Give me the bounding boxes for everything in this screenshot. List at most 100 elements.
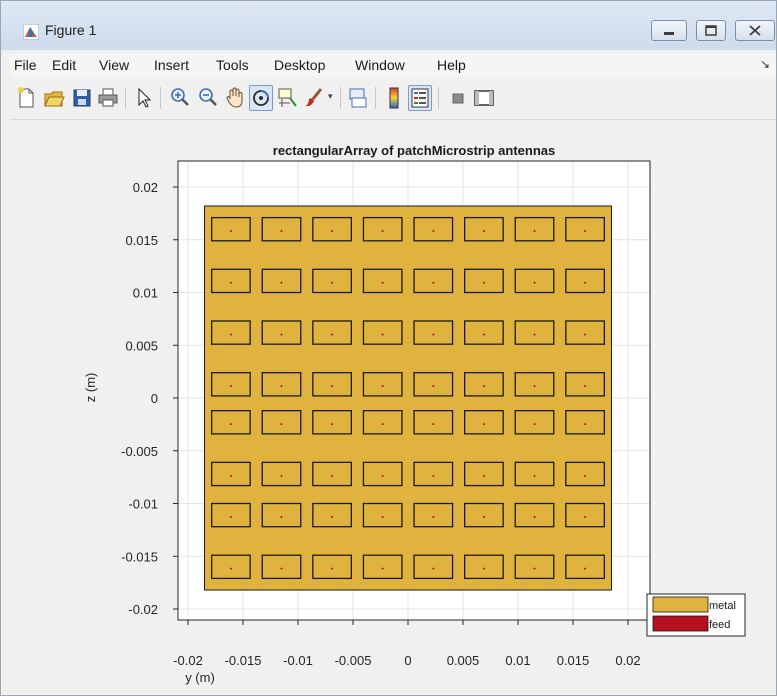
patch-element	[210, 372, 251, 397]
y-tick-label: -0.015	[121, 549, 158, 564]
patch-element	[261, 502, 302, 528]
feed-point	[280, 385, 283, 388]
feed-point	[432, 567, 435, 570]
antenna-array-plot[interactable]: -0.02 -0.015 -0.01 -0.005 0 0.005 0.01 0.015 0.0…	[10, 120, 776, 692]
patch-element	[210, 268, 251, 294]
menu-desktop[interactable]: Desktop	[274, 57, 326, 73]
patch-element	[565, 554, 605, 580]
menu-tools[interactable]: Tools	[216, 57, 249, 73]
y-axis-label: z (m)	[83, 373, 98, 403]
patch-element	[514, 410, 555, 435]
colorbar-icon[interactable]	[382, 85, 406, 111]
patch-element	[210, 320, 251, 345]
title-bar[interactable]: Figure 1	[1, 1, 776, 50]
patch-element	[413, 216, 454, 242]
patch-element	[312, 410, 353, 435]
x-tick-label: 0.015	[557, 653, 590, 668]
feed-point	[432, 515, 435, 518]
ground-plane	[204, 205, 612, 591]
menu-dock-arrow-icon[interactable]: ↘	[759, 57, 770, 71]
pan-hand-icon[interactable]	[223, 85, 247, 111]
patch-element	[210, 502, 251, 528]
patch-element	[463, 410, 504, 435]
save-icon[interactable]	[70, 85, 94, 111]
rotate-3d-button[interactable]	[249, 85, 273, 111]
brush-dropdown-icon[interactable]: ▾	[328, 91, 333, 101]
chart-title: rectangularArray of patchMicrostrip ante…	[273, 143, 555, 158]
feed-point	[229, 567, 232, 570]
hide-plot-tools-icon[interactable]	[446, 85, 470, 111]
feed-point	[533, 515, 536, 518]
pointer-icon[interactable]	[131, 85, 155, 111]
feed-point	[584, 281, 587, 284]
patch-element	[362, 410, 403, 435]
menu-bar: File Edit View Insert Tools Desktop Wind…	[10, 53, 776, 77]
patch-element	[463, 268, 504, 294]
feed-point	[381, 385, 384, 388]
patch-element	[514, 554, 555, 580]
feed-point	[432, 230, 435, 233]
patch-element	[413, 410, 454, 435]
brush-icon[interactable]	[303, 85, 327, 111]
legend-swatch-feed	[652, 615, 709, 632]
minimize-icon	[664, 32, 674, 35]
figure-canvas: -0.02 -0.015 -0.01 -0.005 0 0.005 0.01 0.015 0.0…	[10, 120, 776, 692]
menu-edit[interactable]: Edit	[52, 57, 77, 73]
patch-element	[514, 268, 555, 294]
feed-point	[482, 333, 485, 336]
feed-point	[280, 281, 283, 284]
y-tick-label: 0.01	[133, 286, 158, 301]
maximize-button[interactable]	[696, 20, 726, 41]
print-icon[interactable]	[96, 85, 120, 111]
patch-element	[362, 372, 403, 397]
menu-insert[interactable]: Insert	[154, 57, 190, 73]
zoom-out-icon[interactable]	[196, 85, 220, 111]
data-cursor-icon[interactable]	[276, 85, 300, 111]
feed-point	[584, 333, 587, 336]
feed-point	[533, 385, 536, 388]
feed-point	[482, 423, 485, 426]
feed-point	[533, 474, 536, 477]
menu-file[interactable]: File	[14, 57, 37, 73]
close-button[interactable]	[735, 20, 775, 41]
feed-point	[381, 281, 384, 284]
menu-window[interactable]: Window	[355, 57, 405, 73]
feed-point	[229, 333, 232, 336]
patch-element	[514, 502, 555, 528]
legend-button[interactable]	[408, 85, 432, 111]
feed-point	[229, 385, 232, 388]
feed-point	[482, 567, 485, 570]
open-file-icon[interactable]	[42, 85, 66, 111]
zoom-in-icon[interactable]	[168, 85, 192, 111]
patch-element	[312, 461, 353, 487]
feed-point	[280, 474, 283, 477]
patch-element	[413, 461, 454, 487]
patch-element	[362, 216, 403, 242]
feed-point	[533, 333, 536, 336]
link-plot-icon[interactable]	[346, 85, 370, 111]
patch-element	[514, 320, 555, 345]
feed-point	[482, 385, 485, 388]
x-tick-label: 0.005	[447, 653, 480, 668]
feed-point	[533, 281, 536, 284]
patch-element	[362, 461, 403, 487]
feed-point	[482, 474, 485, 477]
patch-element	[312, 502, 353, 528]
feed-point	[331, 281, 334, 284]
patch-element	[312, 216, 353, 242]
new-figure-icon[interactable]	[14, 85, 38, 111]
feed-point	[280, 423, 283, 426]
feed-point	[482, 515, 485, 518]
patch-element	[463, 320, 504, 345]
feed-point	[584, 567, 587, 570]
y-tick-label: 0.02	[133, 180, 158, 195]
feed-point	[280, 230, 283, 233]
menu-view[interactable]: View	[99, 57, 130, 73]
menu-help[interactable]: Help	[437, 57, 466, 73]
minimize-button[interactable]	[651, 20, 687, 41]
show-plot-tools-icon[interactable]	[472, 85, 496, 111]
feed-point	[331, 474, 334, 477]
patch-element	[362, 502, 403, 528]
patch-element	[413, 372, 454, 397]
y-tick-label: 0.015	[125, 233, 158, 248]
